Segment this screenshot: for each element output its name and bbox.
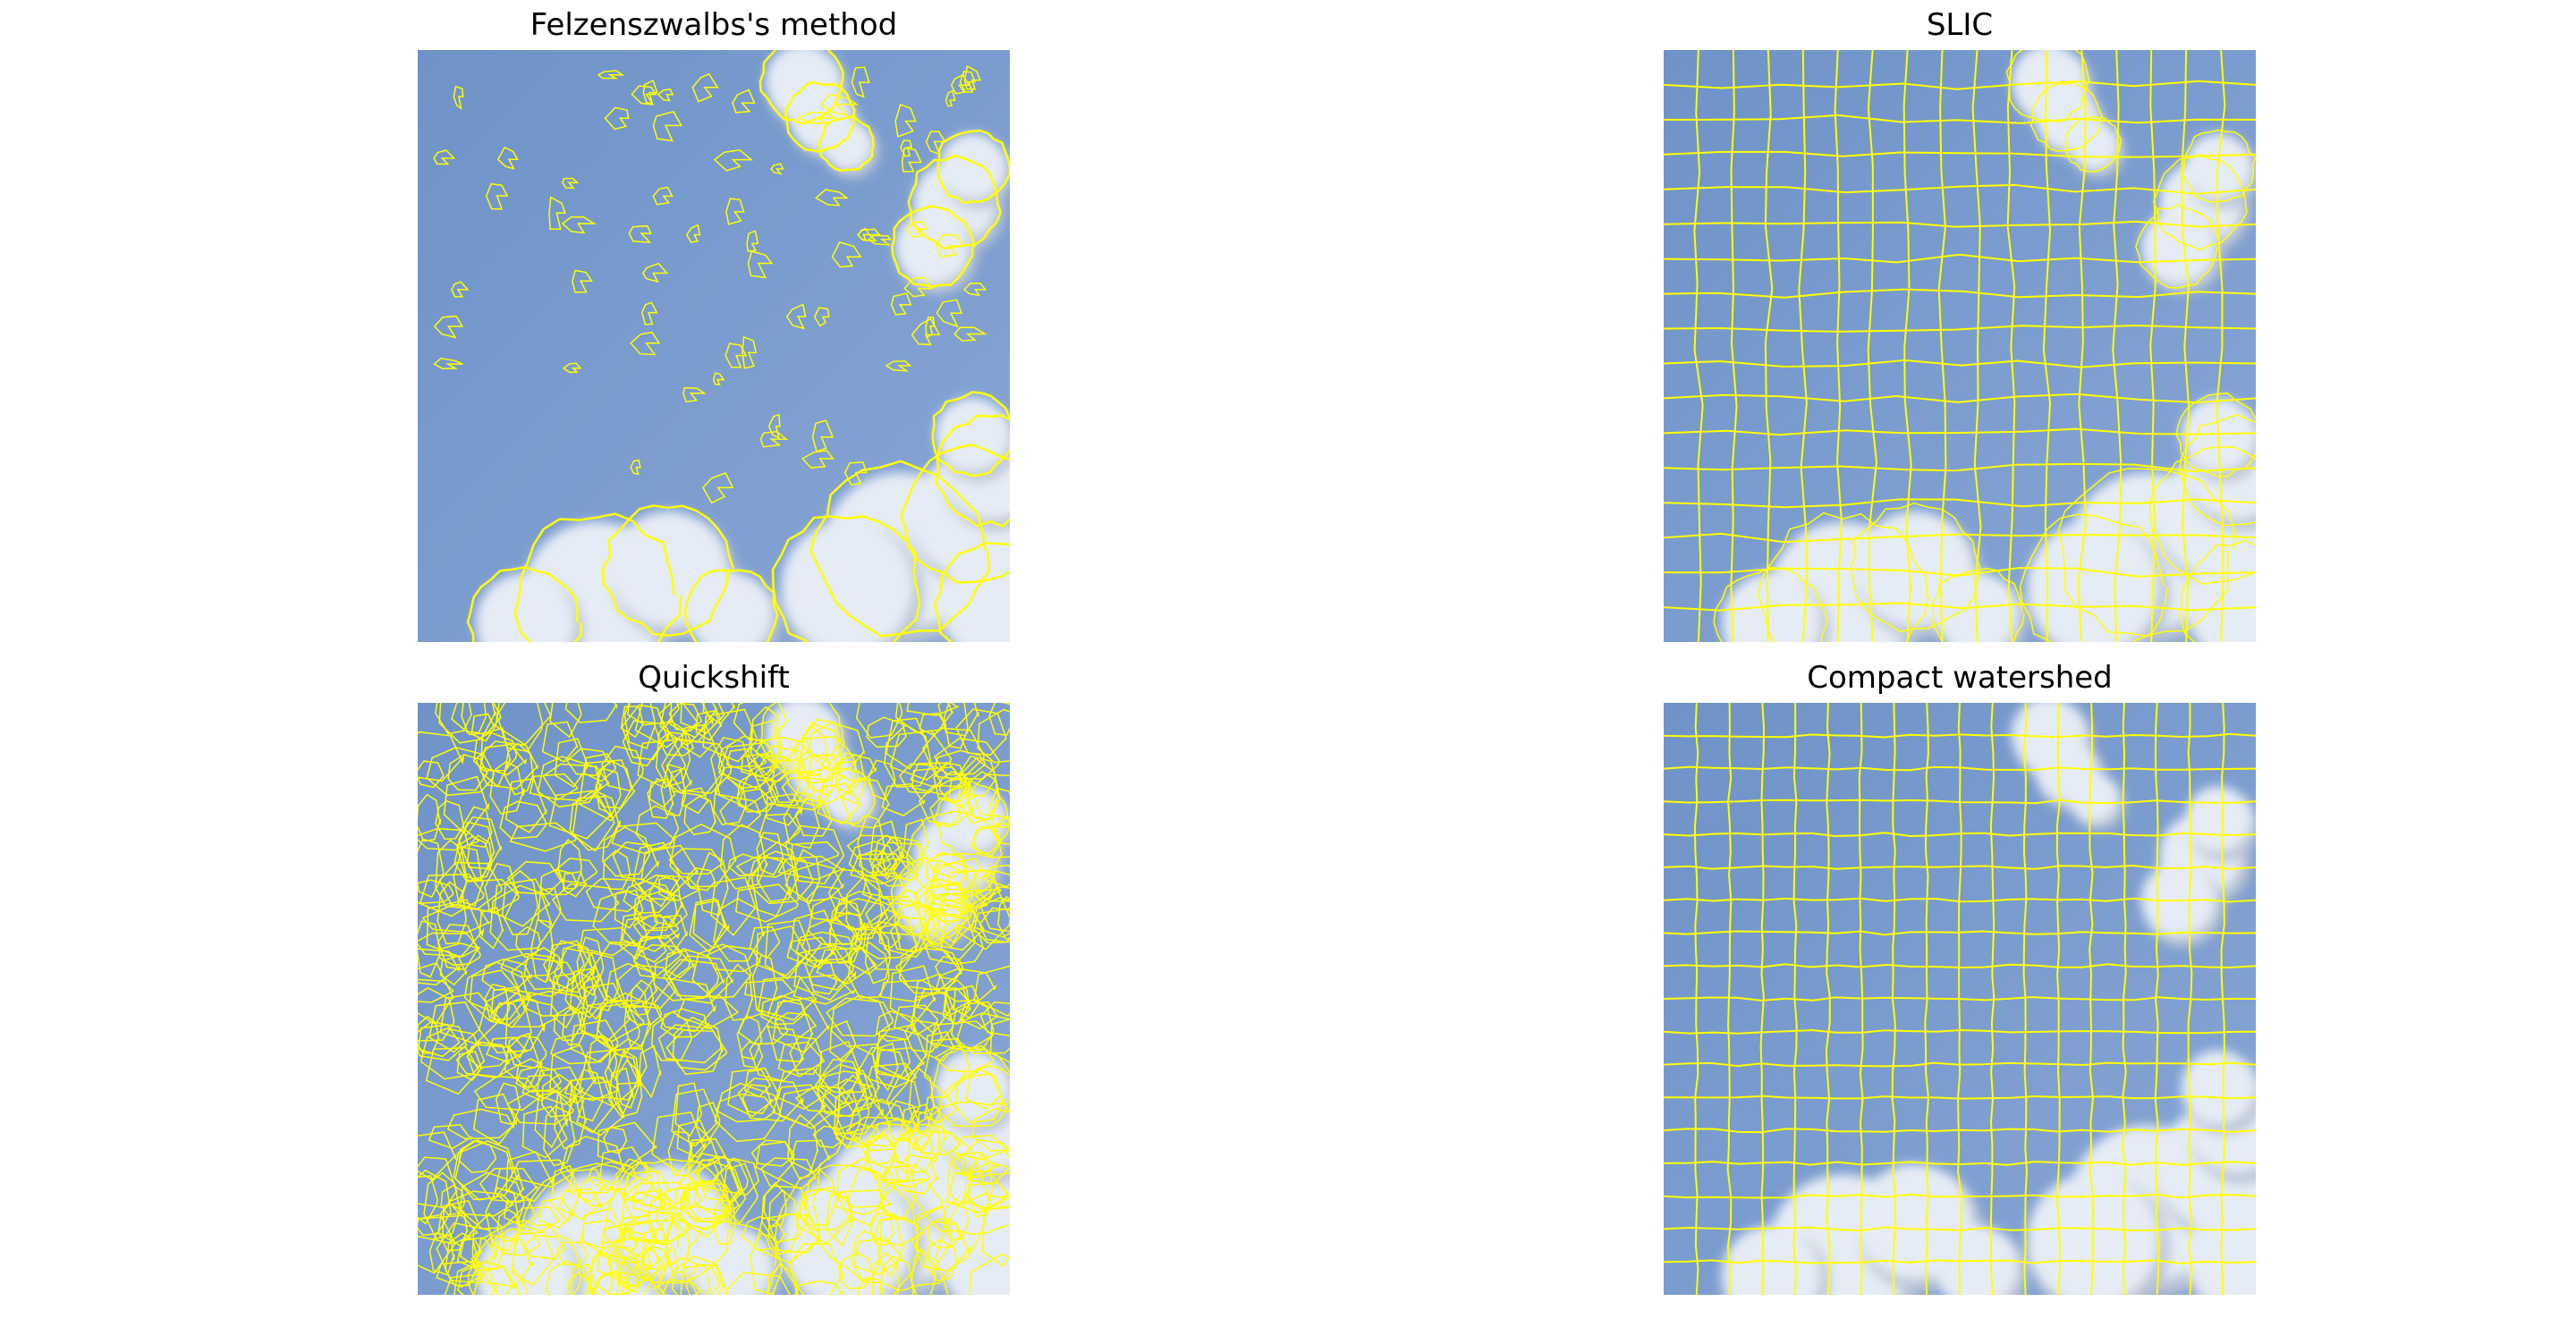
segmentation-image — [418, 703, 1010, 1295]
panel-title: Felzenszwalbs's method — [530, 7, 898, 43]
segmentation-image — [1664, 703, 2256, 1295]
segmentation-image — [418, 50, 1010, 642]
panel-title: SLIC — [1926, 7, 1994, 43]
panel-title: Compact watershed — [1807, 660, 2113, 696]
segmentation-image — [1664, 50, 2256, 642]
panel-title: Quickshift — [638, 660, 790, 696]
